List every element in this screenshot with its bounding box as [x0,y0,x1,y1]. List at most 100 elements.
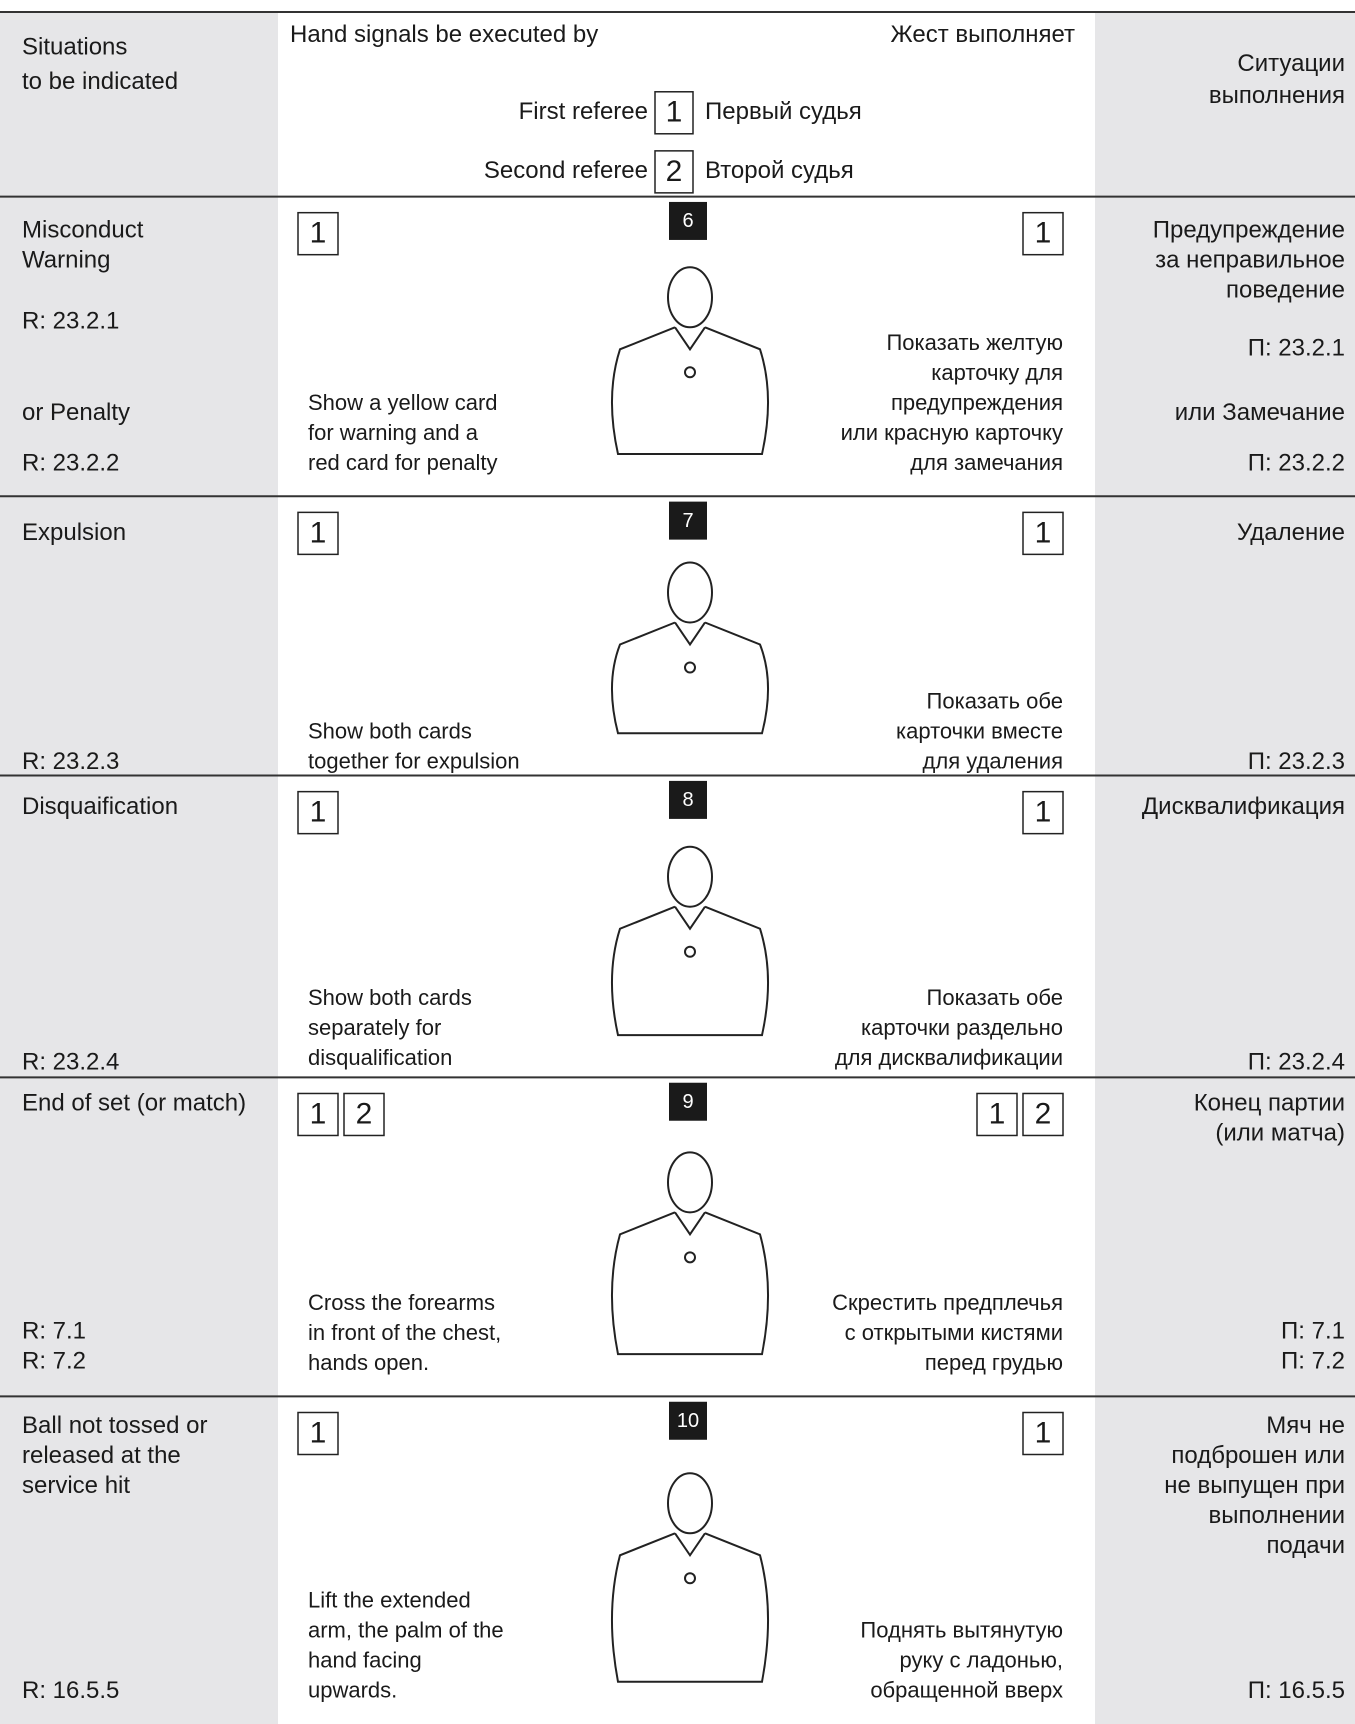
figure-whistle [684,1251,696,1264]
legend-number: 1 [666,96,683,129]
right-text: Конец партии [1194,1090,1345,1117]
right-text: поведение [1226,276,1345,303]
left-text: released at the [22,1442,181,1469]
right-text: П: 7.2 [1281,1347,1345,1374]
figure-whistle [684,945,696,958]
right-text: не выпущен при [1164,1472,1345,1499]
referee-number: 1 [310,1097,327,1130]
right-text: Предупреждение [1153,216,1345,243]
description-en: Show both cards [308,985,472,1010]
referee-number: 1 [1035,217,1052,250]
description-ru: руку с ладонью, [900,1648,1063,1673]
description-en: for warning and a [308,420,479,445]
right-text: Дисквалификация [1142,793,1345,820]
description-ru: для замечания [910,450,1063,475]
figure-head [667,1472,713,1535]
signal-figure [611,561,769,735]
description-en: separately for [308,1015,441,1040]
legend-box [654,150,694,194]
signal-number-bg [669,1401,707,1440]
signal-number-bg [669,501,707,540]
description-ru: Показать желтую [886,330,1063,355]
referee-number: 1 [310,1416,327,1449]
legend-label-ru: Второй судья [705,157,854,184]
figure-body [610,905,770,1037]
description-ru: для удаления [923,748,1063,773]
legend-label: First referee [519,98,648,125]
referee-box [1022,790,1064,835]
description-ru: Скрестить предплечья [832,1290,1063,1315]
referee-box [976,1092,1018,1137]
legend-label: Second referee [484,157,648,184]
figure-head [667,266,713,329]
referee-box [343,1092,385,1137]
description-ru: карточку для [931,360,1063,385]
referee-box [297,511,339,556]
right-text: П: 23.2.4 [1248,1049,1345,1076]
figure-body [611,1532,769,1683]
figure-head [667,1151,713,1214]
figure-collar [674,326,706,352]
signal-figure [611,1472,769,1683]
figure-whistle [684,661,696,674]
left-text: R: 7.2 [22,1347,86,1374]
referee-number: 1 [310,217,327,250]
signal-number-bg [669,780,707,819]
figure-whistle [684,1572,696,1585]
signal-figure [610,845,770,1037]
description-en: hand facing [308,1648,422,1673]
referee-box [297,1092,339,1137]
left-text: R: 23.2.3 [22,748,119,775]
header-center-left: Hand signals be executed by [290,21,598,48]
left-column [0,12,278,1724]
referee-box [1022,1092,1064,1137]
figure-head [667,561,713,624]
right-text: П: 16.5.5 [1248,1677,1345,1704]
figure-collar [674,906,706,931]
referee-number: 2 [1035,1097,1052,1130]
referee-box [1022,1411,1064,1456]
header-right: выполнения [1209,82,1345,109]
description-ru: карточки вместе [896,718,1063,743]
right-text: или Замечание [1175,399,1345,426]
header-center-right: Жест выполняет [891,21,1076,48]
description-ru: обращенной вверх [870,1678,1063,1703]
signal-figure [611,1151,769,1356]
figure-body [611,1211,769,1356]
description-en: arm, the palm of the [308,1618,504,1643]
right-text: П: 23.2.3 [1248,748,1345,775]
left-text: End of set (or match) [22,1090,246,1117]
referee-number: 2 [356,1097,373,1130]
right-text: Удаление [1237,519,1345,546]
referee-box [297,211,339,256]
left-text: R: 23.2.2 [22,449,119,476]
right-text: П: 7.1 [1281,1317,1345,1344]
right-text: выполнении [1209,1502,1346,1529]
right-text: подачи [1266,1532,1345,1559]
referee-number: 1 [1035,516,1052,549]
figure-body [611,621,769,735]
referee-number: 1 [1035,1416,1052,1449]
left-text: service hit [22,1472,130,1499]
right-text: П: 23.2.2 [1248,449,1345,476]
description-ru: Показать обе [927,985,1063,1010]
referee-number: 1 [310,516,327,549]
legend-label-ru: Первый судья [705,98,862,125]
right-text: за неправильное [1155,246,1345,273]
figure-collar [674,1211,706,1237]
left-text: R: 7.1 [22,1317,86,1344]
description-ru: предупреждения [891,390,1063,415]
right-text: П: 23.2.1 [1248,334,1345,361]
left-text: Expulsion [22,519,126,546]
description-ru: Поднять вытянутую [860,1618,1063,1643]
description-en: disqualification [308,1045,452,1070]
left-text: Ball not tossed or [22,1412,207,1439]
signal-number-bg [669,1082,707,1121]
description-ru: с открытыми кистями [845,1320,1063,1345]
left-text: R: 23.2.4 [22,1049,119,1076]
description-ru: перед грудью [925,1350,1063,1375]
description-ru: Показать обе [927,688,1063,713]
signal-number-bg [669,201,707,240]
